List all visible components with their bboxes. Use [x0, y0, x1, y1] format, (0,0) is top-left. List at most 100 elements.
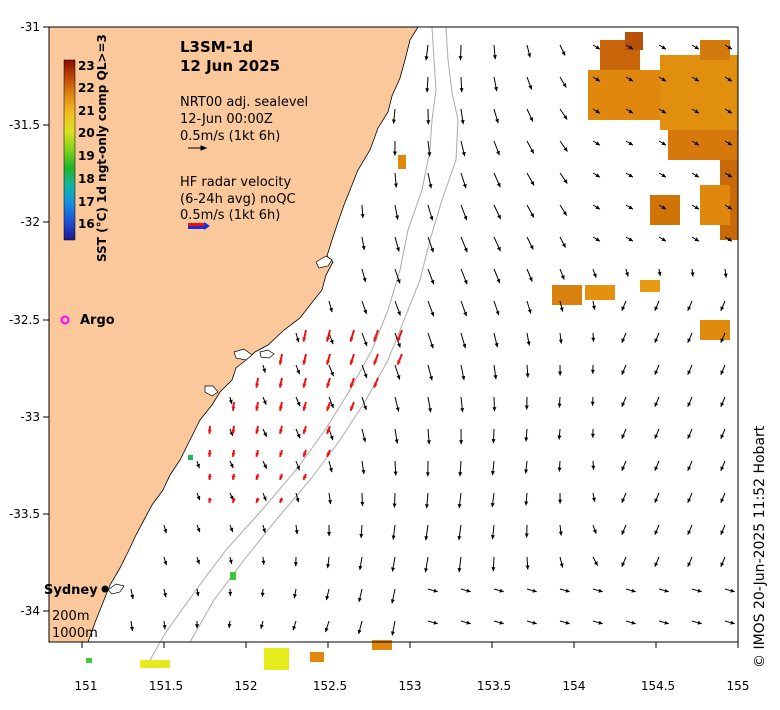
current-vector-head [262, 368, 267, 373]
current-vector-head [661, 173, 666, 178]
current-vector-head [130, 594, 135, 599]
current-vector-head [628, 141, 633, 146]
current-vector-head [595, 237, 600, 242]
current-vector-head [428, 184, 433, 189]
current-vector-head [231, 475, 236, 480]
current-vector-head [296, 369, 301, 375]
current-vector-head [279, 429, 283, 434]
current-vector-head [524, 405, 529, 410]
current-vector-head [424, 536, 429, 541]
y-tick-label: -32.5 [9, 313, 40, 327]
legend-radar-title: HF radar velocity [180, 175, 292, 190]
current-vector-head [621, 370, 626, 375]
current-vector-head [363, 405, 367, 411]
current-vector-head [527, 53, 532, 58]
current-vector-head [697, 620, 702, 625]
current-vector-head [326, 406, 331, 411]
legend-sealevel-arrow [188, 145, 208, 151]
current-vector-head [463, 311, 468, 317]
current-vector-head [457, 503, 462, 509]
current-vector-head [490, 502, 495, 508]
plot-frame [48, 26, 739, 643]
current-vector-head [196, 463, 200, 469]
current-vector-head [490, 535, 495, 540]
current-vector-head [362, 277, 367, 283]
current-vector-head [394, 439, 399, 444]
current-vector-head [621, 338, 626, 343]
current-vector-head [595, 141, 600, 146]
current-vector-head [595, 77, 600, 82]
current-vector-head [730, 620, 735, 625]
isobath-1000m-label: 1000m [52, 626, 98, 641]
current-vector-head [396, 279, 401, 284]
current-vector-head [466, 588, 471, 593]
map-date: 12 Jun 2025 [180, 57, 280, 75]
current-vector-head [621, 530, 626, 535]
current-vector-head [263, 464, 267, 469]
current-vector-head [328, 467, 333, 473]
current-vector-head [530, 213, 534, 218]
current-vector-head [296, 401, 301, 407]
current-vector-head [499, 588, 504, 593]
current-vector-head [262, 496, 267, 501]
current-vector-head [395, 407, 400, 412]
current-vector-head [720, 466, 725, 471]
current-vector-head [391, 535, 396, 540]
current-vector-head [397, 360, 401, 365]
current-vector-head [279, 498, 284, 503]
current-vector-head [430, 279, 435, 285]
current-vector-head [349, 360, 354, 365]
y-tick-label: -31 [20, 20, 40, 34]
current-vector-head [302, 406, 307, 411]
current-vector-head [424, 504, 429, 509]
current-vector-head [433, 620, 438, 625]
current-vector-head [326, 452, 331, 457]
current-vector-head [525, 373, 530, 378]
land-mass [48, 26, 419, 643]
sydney-marker [101, 585, 109, 593]
current-vector-head [430, 311, 435, 317]
x-tick-label: 151.5 [149, 679, 183, 693]
current-vector-head [720, 498, 725, 503]
current-vector-head [561, 243, 566, 248]
sydney-label: Sydney [44, 583, 98, 598]
current-vector-head [363, 373, 368, 379]
current-vector-head [330, 403, 334, 409]
colorbar-tick: 16 [78, 217, 95, 231]
current-vector-head [129, 626, 134, 631]
current-vector-head [262, 528, 267, 533]
credit-text: © IMOS 20-Jun-2025 11:52 Hobart [752, 425, 768, 668]
current-vector-head [207, 429, 212, 434]
current-vector-head [563, 115, 568, 120]
current-vector-head [196, 559, 201, 565]
current-vector-head [327, 532, 332, 537]
current-vector-head [162, 625, 167, 630]
current-vector-head [657, 271, 662, 277]
current-vector-head [326, 563, 331, 569]
current-vector-head [661, 109, 666, 114]
current-vector-head [687, 338, 692, 343]
current-vector-head [496, 150, 500, 156]
current-vector-head [727, 109, 732, 114]
current-vector-head [302, 337, 307, 342]
current-vector-head [687, 466, 692, 471]
current-vector-head [664, 588, 669, 593]
sealevel-current-arrows [129, 44, 735, 636]
current-vector-head [694, 205, 699, 210]
current-vector-head [433, 588, 438, 593]
current-vector-head [687, 530, 692, 535]
current-vector-head [207, 475, 212, 480]
current-vector-head [687, 498, 692, 503]
current-vector-head [349, 337, 354, 342]
current-vector-head [363, 309, 368, 315]
colorbar-tick: 21 [78, 104, 95, 118]
current-vector-head [530, 181, 535, 186]
hf-radar-velocity-arrows [207, 329, 403, 504]
current-vector-head [461, 151, 466, 157]
x-axis [81, 642, 739, 648]
current-vector-head [424, 56, 429, 61]
current-vector-head [429, 215, 434, 221]
current-vector-head [278, 406, 283, 411]
current-vector-head [229, 527, 234, 533]
current-vector-head [296, 465, 300, 471]
